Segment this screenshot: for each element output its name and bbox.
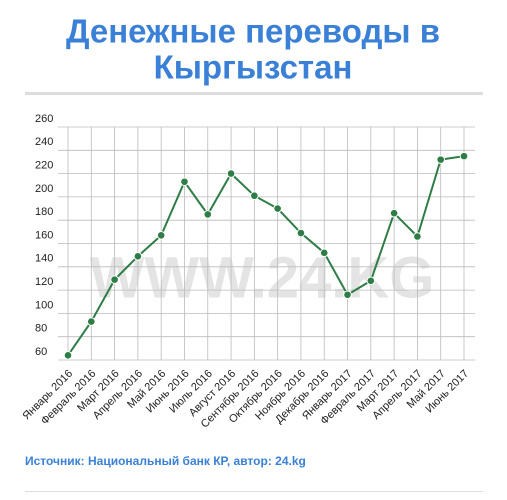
data-point [413, 232, 422, 241]
y-tick-label: 160 [35, 229, 53, 241]
source-note: Источник: Национальный банк КР, автор: 2… [25, 454, 306, 468]
divider [25, 491, 483, 492]
data-point [366, 276, 376, 286]
y-tick-label: 240 [35, 136, 53, 148]
data-point [273, 204, 282, 213]
data-point [319, 248, 329, 258]
chart-title: Кыргызстан [154, 49, 353, 86]
data-point [156, 231, 166, 240]
data-point [203, 210, 213, 219]
data-point [250, 191, 259, 201]
data-point [459, 151, 469, 161]
y-tick-label: 120 [35, 276, 53, 288]
y-tick-label: 60 [35, 346, 47, 358]
y-tick-label: 140 [35, 253, 53, 265]
data-point [436, 155, 446, 164]
data-point [63, 351, 73, 360]
y-tick-label: 200 [35, 183, 53, 195]
watermark: WWW.24.KG [90, 245, 435, 310]
data-point [389, 208, 399, 218]
y-tick-label: 260 [35, 113, 53, 125]
data-line [67, 155, 465, 356]
data-point [110, 275, 119, 284]
chart-title: Денежные переводы в [66, 13, 440, 50]
data-point [86, 317, 96, 326]
data-point [226, 169, 236, 178]
y-tick-label: 220 [35, 160, 53, 172]
data-point [296, 228, 306, 238]
y-tick-label: 180 [35, 206, 53, 218]
data-point [133, 252, 143, 261]
data-point [343, 290, 352, 300]
data-point [180, 177, 189, 187]
divider [25, 92, 483, 95]
y-tick-label: 100 [35, 299, 53, 311]
y-tick-label: 80 [35, 323, 47, 335]
